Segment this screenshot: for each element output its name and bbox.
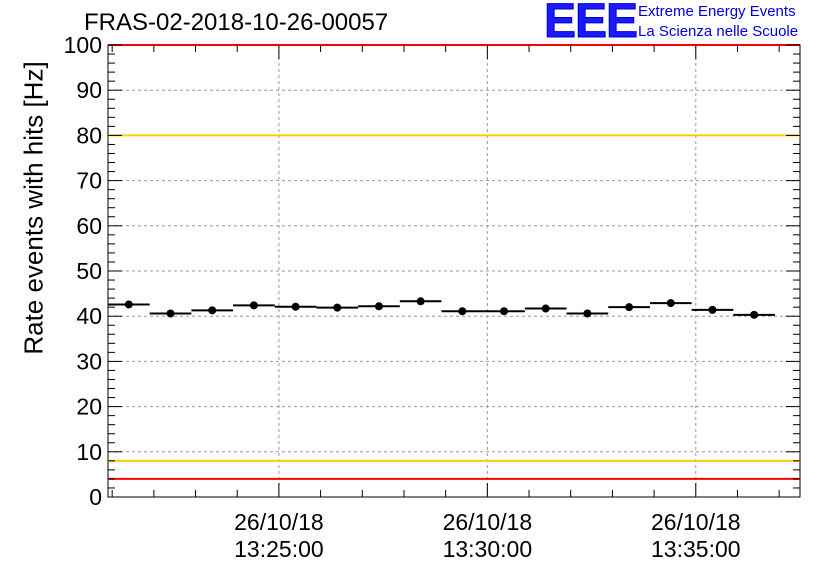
reference-lines (108, 44, 800, 480)
data-point (750, 310, 759, 319)
x-tick-time: 13:25:00 (234, 536, 324, 562)
data-point (333, 303, 342, 312)
y-tick-label: 10 (76, 439, 102, 465)
y-tick-label: 20 (76, 394, 102, 420)
data-point (541, 304, 550, 313)
logo-line-2: La Scienza nelle Scuole (638, 23, 799, 40)
y-tick-label: 90 (76, 77, 102, 103)
data-point (458, 307, 467, 316)
tick-labels: 010203040506070809010026/10/1813:25:0026… (64, 32, 741, 562)
x-tick-date: 26/10/18 (234, 509, 324, 535)
y-tick-label: 100 (64, 32, 102, 58)
data-point (166, 309, 175, 318)
data-point (500, 307, 509, 316)
data-point (249, 301, 258, 310)
logo-mark: EEE (543, 0, 638, 48)
axis-ticks (108, 44, 800, 498)
data-point (666, 299, 675, 308)
y-axis-label: Rate events with hits [Hz] (18, 61, 49, 355)
y-tick-label: 70 (76, 168, 102, 194)
data-point (708, 305, 717, 314)
data-points (108, 297, 775, 319)
logo-line-1: Extreme Energy Events (638, 3, 796, 20)
x-tick-time: 13:30:00 (443, 536, 533, 562)
data-point (625, 303, 634, 312)
data-point (583, 309, 592, 318)
data-point (208, 306, 217, 315)
x-tick-time: 13:35:00 (651, 536, 741, 562)
x-tick-date: 26/10/18 (651, 509, 741, 535)
grid (108, 45, 800, 497)
data-point (416, 297, 425, 306)
y-tick-label: 50 (76, 258, 102, 284)
data-point (291, 302, 300, 311)
data-point (124, 300, 133, 309)
y-tick-label: 0 (89, 484, 102, 510)
y-tick-label: 60 (76, 213, 102, 239)
y-tick-label: 40 (76, 303, 102, 329)
y-tick-label: 80 (76, 122, 102, 148)
run-title: FRAS-02-2018-10-26-00057 (84, 9, 389, 36)
eee-logo: EEE Extreme Energy Events La Scienza nel… (540, 0, 836, 46)
data-point (374, 302, 383, 311)
x-tick-date: 26/10/18 (443, 509, 533, 535)
y-tick-label: 30 (76, 348, 102, 374)
